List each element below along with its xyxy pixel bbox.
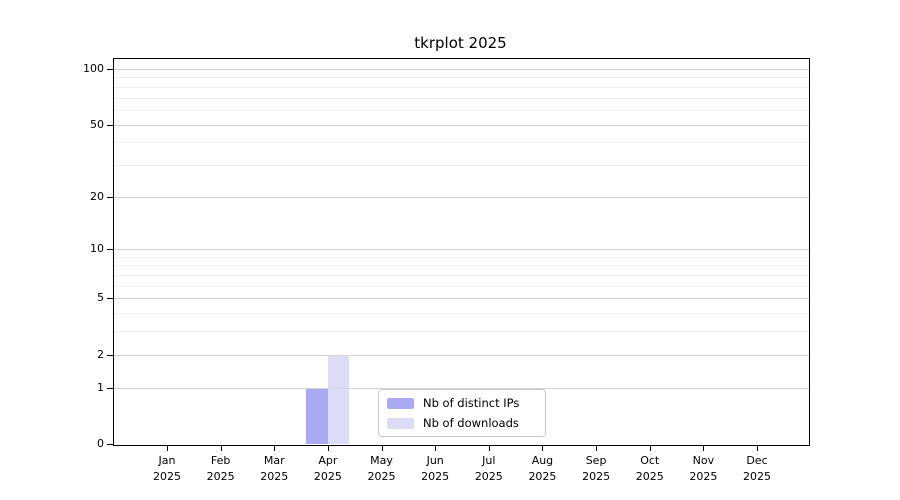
gridline-minor: [114, 275, 809, 277]
x-tick-label-month: Sep: [585, 454, 607, 467]
x-tick-label-month: Apr: [318, 454, 338, 467]
gridline-minor: [114, 86, 809, 88]
gridline-major: [114, 249, 809, 251]
gridline-minor: [114, 331, 809, 333]
y-tick-label: 0: [97, 437, 104, 450]
x-tick-label-year: 2025: [421, 470, 450, 483]
y-tick: [107, 249, 113, 250]
x-tick: [757, 445, 758, 451]
gridline-minor: [114, 313, 809, 315]
x-tick: [328, 445, 329, 451]
y-tick: [107, 444, 113, 445]
x-tick-label-month: Jun: [426, 454, 444, 467]
x-tick-label-month: Nov: [692, 454, 715, 467]
x-tick-label-year: 2025: [689, 470, 718, 483]
x-tick-label-month: Aug: [531, 454, 554, 467]
gridline-minor: [114, 285, 809, 287]
x-tick: [650, 445, 651, 451]
y-tick: [107, 197, 113, 198]
gridline-major: [114, 298, 809, 300]
bar-nb-of-distinct-ips-apr: [306, 387, 328, 444]
x-tick-label-month: Jan: [158, 454, 176, 467]
gridline-minor: [114, 97, 809, 99]
x-tick-label-year: 2025: [528, 470, 557, 483]
y-tick-label: 5: [97, 291, 104, 305]
y-tick-label: 2: [97, 347, 104, 361]
x-tick: [542, 445, 543, 451]
y-tick: [107, 298, 113, 299]
gridline-minor: [114, 256, 809, 258]
x-tick: [221, 445, 222, 451]
x-tick-label-year: 2025: [206, 470, 235, 483]
plot-area: [113, 58, 810, 446]
x-tick-label-year: 2025: [742, 470, 771, 483]
gridline-minor: [114, 265, 809, 267]
y-tick: [107, 125, 113, 126]
y-tick: [107, 355, 113, 356]
x-tick-label-year: 2025: [635, 470, 664, 483]
y-tick-label: 1: [97, 380, 104, 394]
gridline-major: [114, 387, 809, 389]
x-tick-label-month: Dec: [746, 454, 768, 467]
x-tick: [382, 445, 383, 451]
x-tick-label-year: 2025: [474, 470, 503, 483]
x-tick-label-month: Feb: [210, 454, 231, 467]
legend-label-downloads: Nb of downloads: [423, 416, 519, 430]
x-tick: [703, 445, 704, 451]
gridline-minor: [114, 164, 809, 166]
x-tick-label-year: 2025: [367, 470, 396, 483]
legend: Nb of distinct IPs Nb of downloads: [378, 389, 546, 437]
legend-item-distinct-ips: Nb of distinct IPs: [387, 396, 537, 410]
x-tick-label-month: Jul: [482, 454, 496, 467]
x-tick: [167, 445, 168, 451]
x-tick-label-year: 2025: [260, 470, 289, 483]
gridline-major: [114, 354, 809, 356]
gridline-minor: [114, 77, 809, 79]
gridline-minor: [114, 109, 809, 111]
x-tick-label-year: 2025: [153, 470, 181, 483]
x-tick: [596, 445, 597, 451]
x-tick: [435, 445, 436, 451]
y-tick-label: 100: [83, 61, 104, 75]
x-tick-label-month: Mar: [263, 454, 285, 467]
legend-item-downloads: Nb of downloads: [387, 416, 537, 430]
x-tick: [274, 445, 275, 451]
x-tick-label-year: 2025: [313, 470, 342, 483]
x-tick-label-month: May: [370, 454, 393, 467]
legend-label-distinct-ips: Nb of distinct IPs: [423, 396, 520, 410]
legend-swatch-downloads: [387, 417, 414, 429]
gridline-major: [114, 196, 809, 198]
gridline-minor: [114, 142, 809, 144]
gridline-major: [114, 124, 809, 126]
gridline-major: [114, 68, 809, 70]
y-tick: [107, 388, 113, 389]
x-tick: [489, 445, 490, 451]
legend-swatch-distinct-ips: [387, 397, 414, 409]
x-tick-label-month: Oct: [640, 454, 660, 467]
y-tick-label: 20: [90, 189, 104, 203]
y-tick-label: 50: [90, 117, 104, 131]
chart-title: tkrplot 2025: [414, 34, 507, 52]
x-tick-label-year: 2025: [582, 470, 611, 483]
y-tick-label: 10: [90, 242, 104, 256]
y-tick: [107, 69, 113, 70]
bar-nb-of-downloads-apr: [327, 354, 350, 444]
